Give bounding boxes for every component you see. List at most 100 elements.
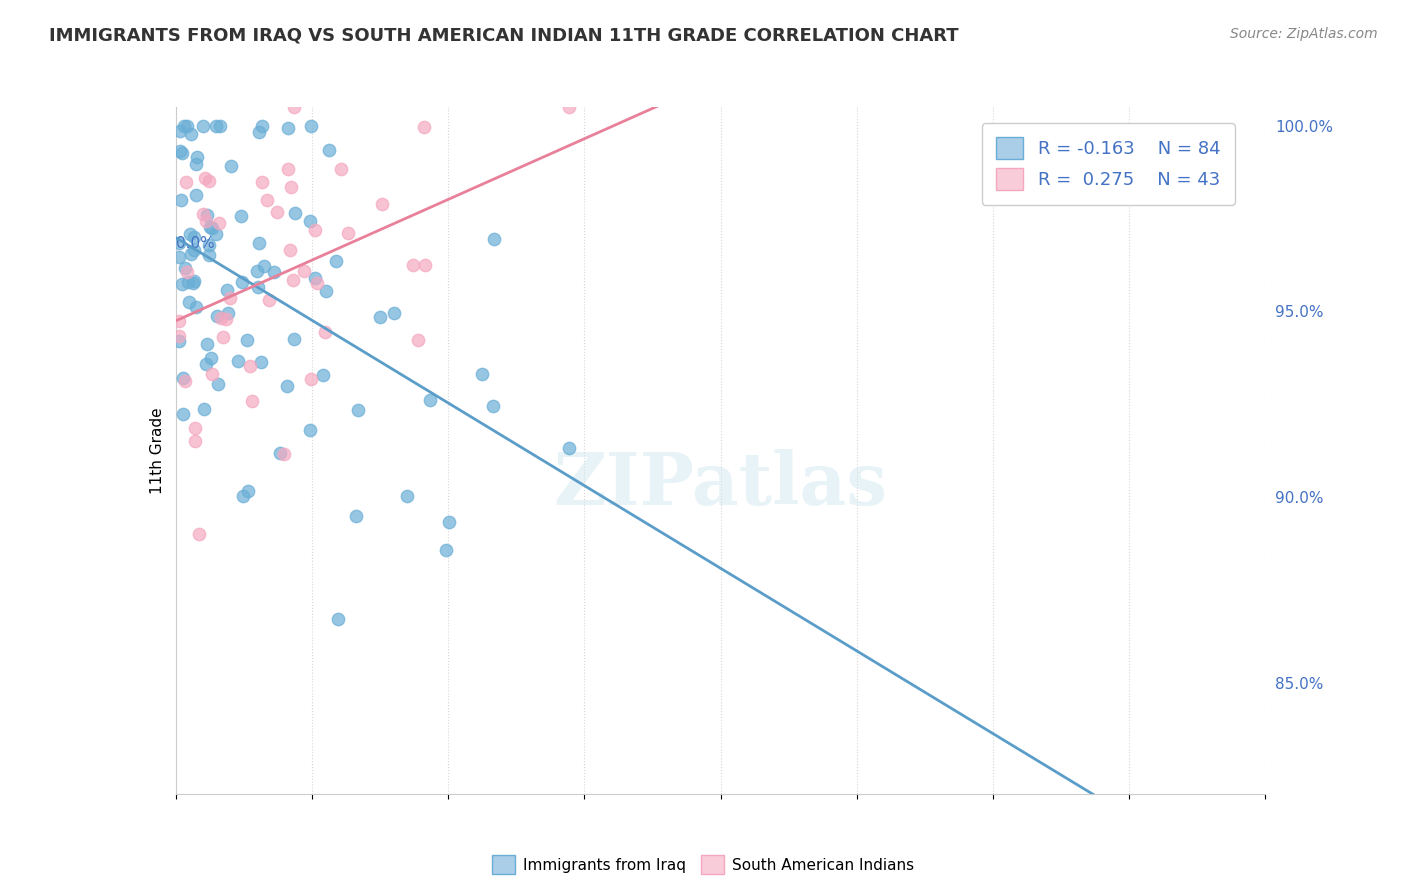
Point [191, 119, 214, 133]
Point [337, 226, 360, 240]
Point [169, 313, 191, 327]
Point [184, 157, 207, 171]
Point [193, 207, 215, 221]
Point [471, 367, 494, 381]
Point [209, 119, 232, 133]
Point [219, 159, 242, 173]
Text: Source: ZipAtlas.com: Source: ZipAtlas.com [1230, 27, 1378, 41]
Point [186, 151, 208, 165]
Point [204, 119, 226, 133]
Point [174, 374, 197, 388]
Point [273, 447, 295, 461]
Point [184, 188, 207, 202]
Point [169, 124, 191, 138]
Point [283, 332, 305, 346]
Point [315, 284, 337, 298]
Point [246, 264, 269, 278]
Point [184, 421, 207, 435]
Point [207, 376, 229, 391]
Point [250, 119, 273, 133]
Point [236, 483, 259, 498]
Point [176, 265, 198, 279]
Text: ZIPatlas: ZIPatlas [554, 450, 887, 520]
Point [172, 407, 194, 421]
Point [299, 119, 322, 133]
Point [176, 275, 198, 289]
Point [329, 162, 352, 177]
Point [174, 261, 197, 276]
Point [197, 248, 219, 262]
Point [278, 244, 301, 258]
Point [183, 230, 205, 244]
Point [194, 170, 217, 185]
Point [197, 238, 219, 252]
Point [209, 311, 232, 326]
Point [169, 250, 191, 264]
Point [371, 196, 394, 211]
Point [283, 100, 305, 114]
Point [276, 379, 298, 393]
Y-axis label: 11th Grade: 11th Grade [149, 407, 165, 494]
Point [412, 120, 434, 134]
Point [170, 146, 193, 161]
Point [231, 209, 253, 223]
Point [231, 275, 253, 289]
Point [201, 221, 224, 235]
Point [266, 205, 288, 219]
Legend: R = -0.163    N = 84, R =  0.275    N = 43: R = -0.163 N = 84, R = 0.275 N = 43 [981, 123, 1234, 205]
Point [169, 334, 191, 349]
Point [482, 400, 505, 414]
Point [179, 227, 201, 241]
Point [176, 119, 198, 133]
Point [195, 337, 218, 351]
Point [180, 127, 202, 141]
Point [184, 434, 207, 448]
Point [172, 371, 194, 385]
Point [402, 258, 425, 272]
Point [558, 100, 581, 114]
Point [413, 258, 436, 272]
Point [198, 174, 221, 188]
Legend: Immigrants from Iraq, South American Indians: Immigrants from Iraq, South American Ind… [486, 849, 920, 880]
Point [169, 235, 191, 250]
Point [205, 227, 228, 241]
Point [240, 393, 263, 408]
Point [318, 143, 340, 157]
Point [181, 276, 204, 290]
Point [368, 310, 391, 324]
Point [215, 312, 238, 326]
Point [326, 612, 349, 626]
Point [347, 403, 370, 417]
Point [211, 330, 233, 344]
Point [200, 351, 222, 365]
Point [217, 306, 239, 320]
Point [305, 276, 328, 290]
Point [269, 446, 291, 460]
Point [217, 283, 239, 297]
Point [263, 265, 285, 279]
Point [183, 244, 205, 258]
Point [226, 353, 249, 368]
Point [194, 357, 217, 371]
Point [344, 509, 367, 524]
Point [198, 220, 221, 235]
Point [201, 368, 224, 382]
Point [179, 295, 201, 310]
Point [437, 515, 460, 529]
Point [252, 175, 274, 189]
Point [301, 372, 323, 386]
Point [281, 273, 304, 287]
Point [253, 259, 276, 273]
Point [325, 253, 347, 268]
Point [169, 329, 191, 343]
Point [284, 206, 307, 220]
Point [277, 161, 299, 176]
Point [434, 543, 457, 558]
Point [169, 145, 191, 159]
Point [396, 489, 419, 503]
Point [208, 216, 231, 230]
Point [408, 334, 430, 348]
Point [292, 263, 315, 277]
Point [232, 489, 254, 503]
Point [170, 193, 193, 207]
